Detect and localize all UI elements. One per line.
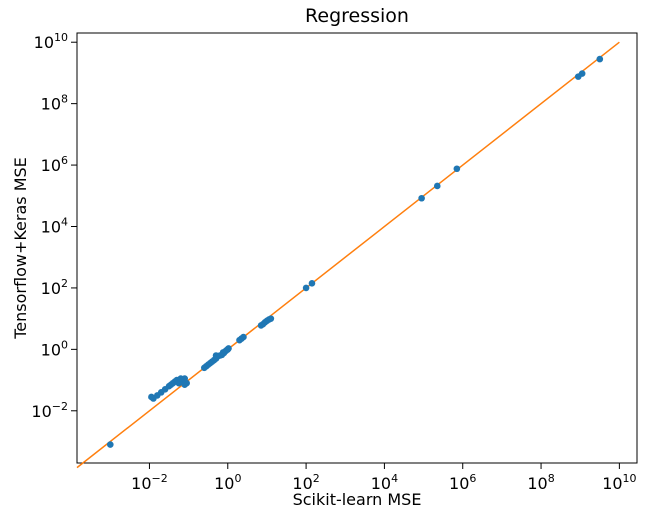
x-tick-label: 10−2: [131, 472, 168, 493]
plot-frame: [76, 32, 638, 464]
data-point: [177, 375, 185, 382]
chart-title: Regression: [305, 5, 409, 27]
y-tick-label: 10−2: [31, 400, 68, 421]
data-point: [596, 55, 604, 63]
y-tick-label: 1010: [34, 31, 68, 52]
x-axis-label: Scikit-learn MSE: [293, 490, 422, 509]
data-point: [453, 165, 461, 173]
y-tick-label: 102: [41, 277, 68, 298]
x-tick-label: 104: [371, 472, 398, 493]
data-point: [578, 70, 586, 77]
data-point: [302, 284, 310, 292]
data-point: [433, 182, 441, 190]
data-point: [240, 333, 247, 341]
data-point: [308, 280, 316, 287]
x-axis-ticks: 10−2 100 102 104 106 108 1010: [131, 463, 637, 493]
x-tick-label: 100: [214, 472, 241, 493]
x-tick-label: 102: [292, 472, 319, 493]
plot-area: [76, 32, 638, 469]
y-axis-label: Tensorflow+Keras MSE: [11, 157, 30, 340]
data-point: [106, 441, 114, 448]
x-tick-label: 106: [449, 472, 476, 493]
data-point: [181, 381, 188, 388]
reference-line: [76, 41, 620, 469]
points-layer: [106, 55, 604, 448]
x-tick-label: 1010: [602, 472, 636, 493]
data-point: [418, 194, 425, 202]
reference-line-layer: [76, 41, 620, 469]
y-tick-label: 100: [41, 338, 68, 359]
y-tick-label: 108: [41, 93, 68, 114]
data-point: [267, 315, 275, 322]
y-tick-label: 104: [41, 216, 68, 237]
y-tick-label: 106: [41, 154, 68, 175]
x-tick-label: 108: [527, 472, 554, 493]
data-point: [225, 345, 232, 352]
y-axis-ticks: 10−2 100 102 104 106 108 1010: [31, 31, 77, 421]
